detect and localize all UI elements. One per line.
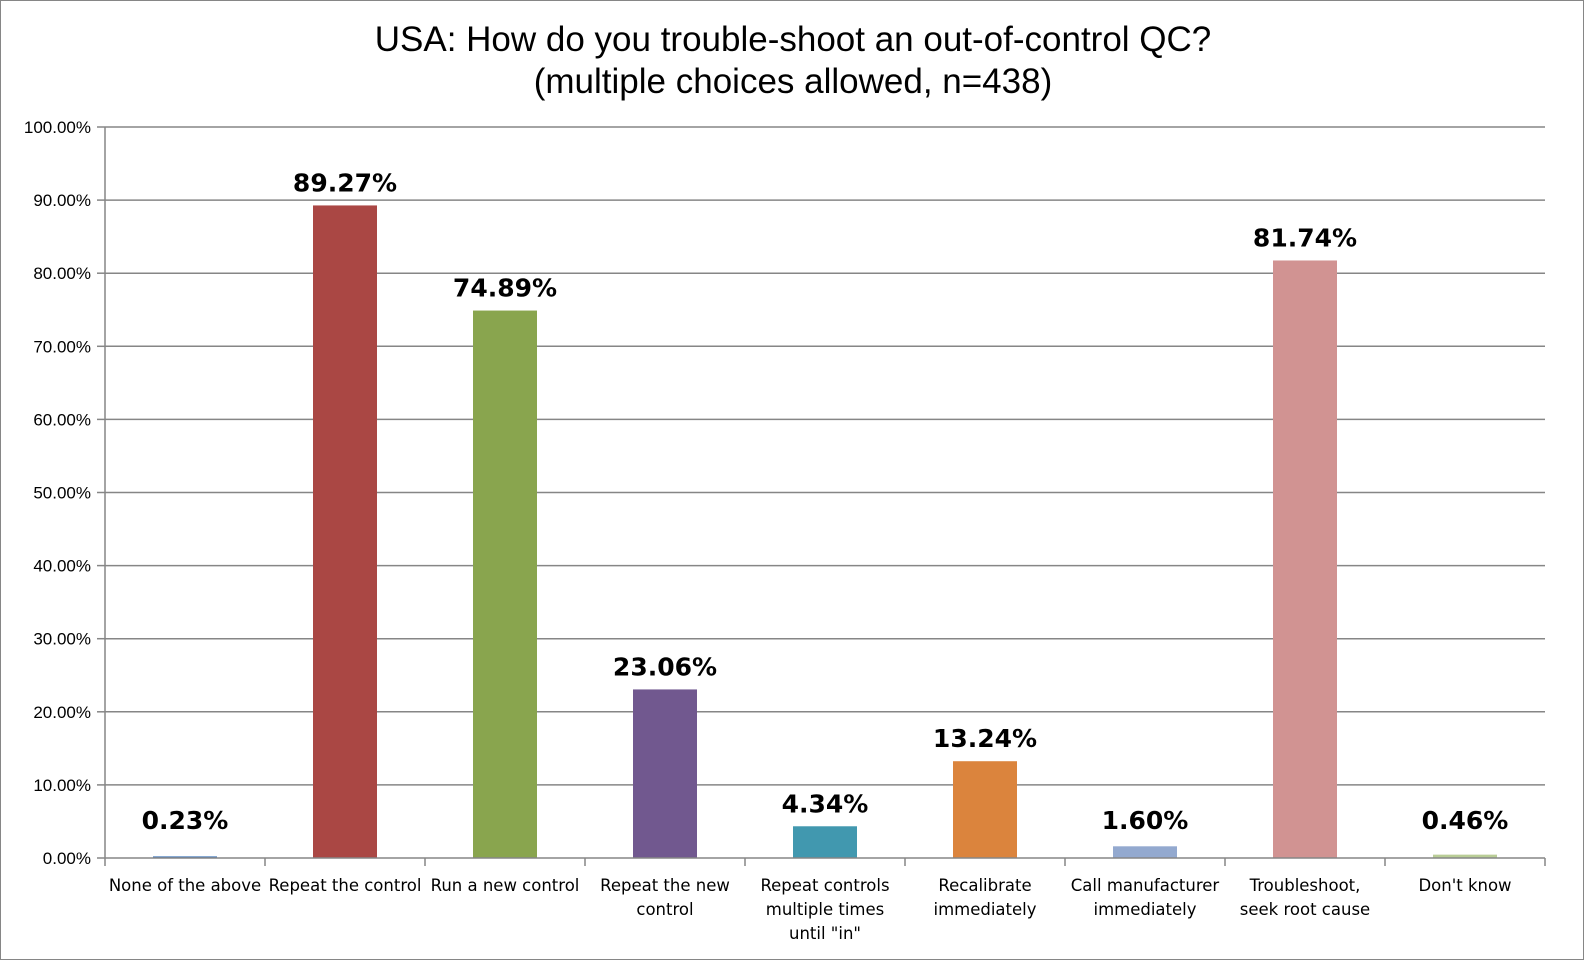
x-tick-label: Repeat the control [269, 876, 422, 895]
data-label: 74.89% [453, 274, 557, 303]
x-tick-label: Run a new control [431, 876, 580, 895]
bar [1113, 846, 1177, 858]
data-label: 0.46% [1422, 806, 1509, 835]
x-tick-label: seek root cause [1240, 900, 1370, 919]
x-tick-label: Don't know [1418, 876, 1511, 895]
x-tick-label: until "in" [789, 924, 861, 943]
data-label: 89.27% [293, 168, 397, 197]
x-tick-label: immediately [1093, 900, 1196, 919]
bar [1273, 260, 1337, 858]
bar [1433, 854, 1497, 858]
x-tick-label: Recalibrate [938, 876, 1031, 895]
bar [153, 856, 217, 858]
bar [473, 310, 537, 859]
x-tick-label: multiple times [766, 900, 885, 919]
x-tick-label: None of the above [109, 876, 261, 895]
data-label: 81.74% [1253, 223, 1357, 252]
y-tick-label: 0.00% [43, 849, 91, 868]
bar [633, 689, 697, 858]
bar [313, 205, 377, 859]
y-tick-label: 60.00% [33, 410, 91, 429]
chart-subtitle: (multiple choices allowed, n=438) [533, 62, 1053, 101]
data-label: 0.23% [142, 806, 229, 835]
x-tick-label: control [636, 900, 693, 919]
y-tick-label: 70.00% [33, 337, 91, 356]
chart-title: USA: How do you trouble-shoot an out-of-… [374, 20, 1212, 59]
data-label: 13.24% [933, 724, 1037, 753]
x-tick-label: Troubleshoot, [1249, 876, 1361, 895]
data-label: 23.06% [613, 652, 717, 681]
x-tick-label: Repeat controls [760, 876, 889, 895]
y-tick-label: 10.00% [33, 776, 91, 795]
bar [953, 761, 1017, 858]
y-tick-label: 50.00% [33, 484, 91, 503]
y-tick-label: 80.00% [33, 264, 91, 283]
y-tick-label: 40.00% [33, 557, 91, 576]
x-tick-label: Call manufacturer [1071, 876, 1220, 895]
y-tick-label: 30.00% [33, 630, 91, 649]
data-label: 1.60% [1102, 806, 1189, 835]
data-label: 4.34% [782, 789, 869, 818]
bar [793, 826, 857, 858]
y-tick-label: 20.00% [33, 703, 91, 722]
y-tick-label: 100.00% [24, 118, 91, 137]
y-tick-label: 90.00% [33, 191, 91, 210]
x-tick-label: Repeat the new [600, 876, 730, 895]
x-tick-label: immediately [933, 900, 1036, 919]
